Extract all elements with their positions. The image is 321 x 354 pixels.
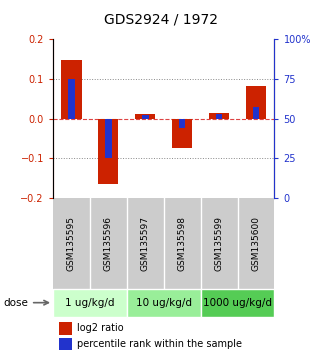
Bar: [53, 289, 127, 317]
Bar: [253, 108, 259, 119]
Bar: [61, 60, 82, 119]
Text: GSM135595: GSM135595: [67, 216, 76, 271]
Bar: [135, 114, 155, 119]
Text: 10 ug/kg/d: 10 ug/kg/d: [136, 298, 192, 308]
Bar: [142, 115, 149, 119]
Text: 1000 ug/kg/d: 1000 ug/kg/d: [203, 298, 272, 308]
Bar: [98, 119, 118, 184]
Bar: [209, 113, 229, 119]
Bar: [68, 79, 75, 119]
Bar: [216, 114, 222, 119]
Text: GSM135598: GSM135598: [178, 216, 187, 271]
Bar: [246, 86, 266, 119]
Text: percentile rank within the sample: percentile rank within the sample: [77, 339, 242, 349]
Bar: [127, 289, 201, 317]
Text: 1 ug/kg/d: 1 ug/kg/d: [65, 298, 115, 308]
Bar: [105, 119, 112, 159]
Text: log2 ratio: log2 ratio: [77, 323, 124, 333]
Bar: [201, 289, 274, 317]
Text: GDS2924 / 1972: GDS2924 / 1972: [103, 12, 218, 27]
Text: GSM135596: GSM135596: [104, 216, 113, 271]
Text: GSM135599: GSM135599: [214, 216, 224, 271]
Text: GSM135597: GSM135597: [141, 216, 150, 271]
Bar: [179, 119, 186, 128]
Text: dose: dose: [3, 298, 28, 308]
Text: GSM135600: GSM135600: [251, 216, 261, 271]
Bar: [172, 119, 192, 148]
